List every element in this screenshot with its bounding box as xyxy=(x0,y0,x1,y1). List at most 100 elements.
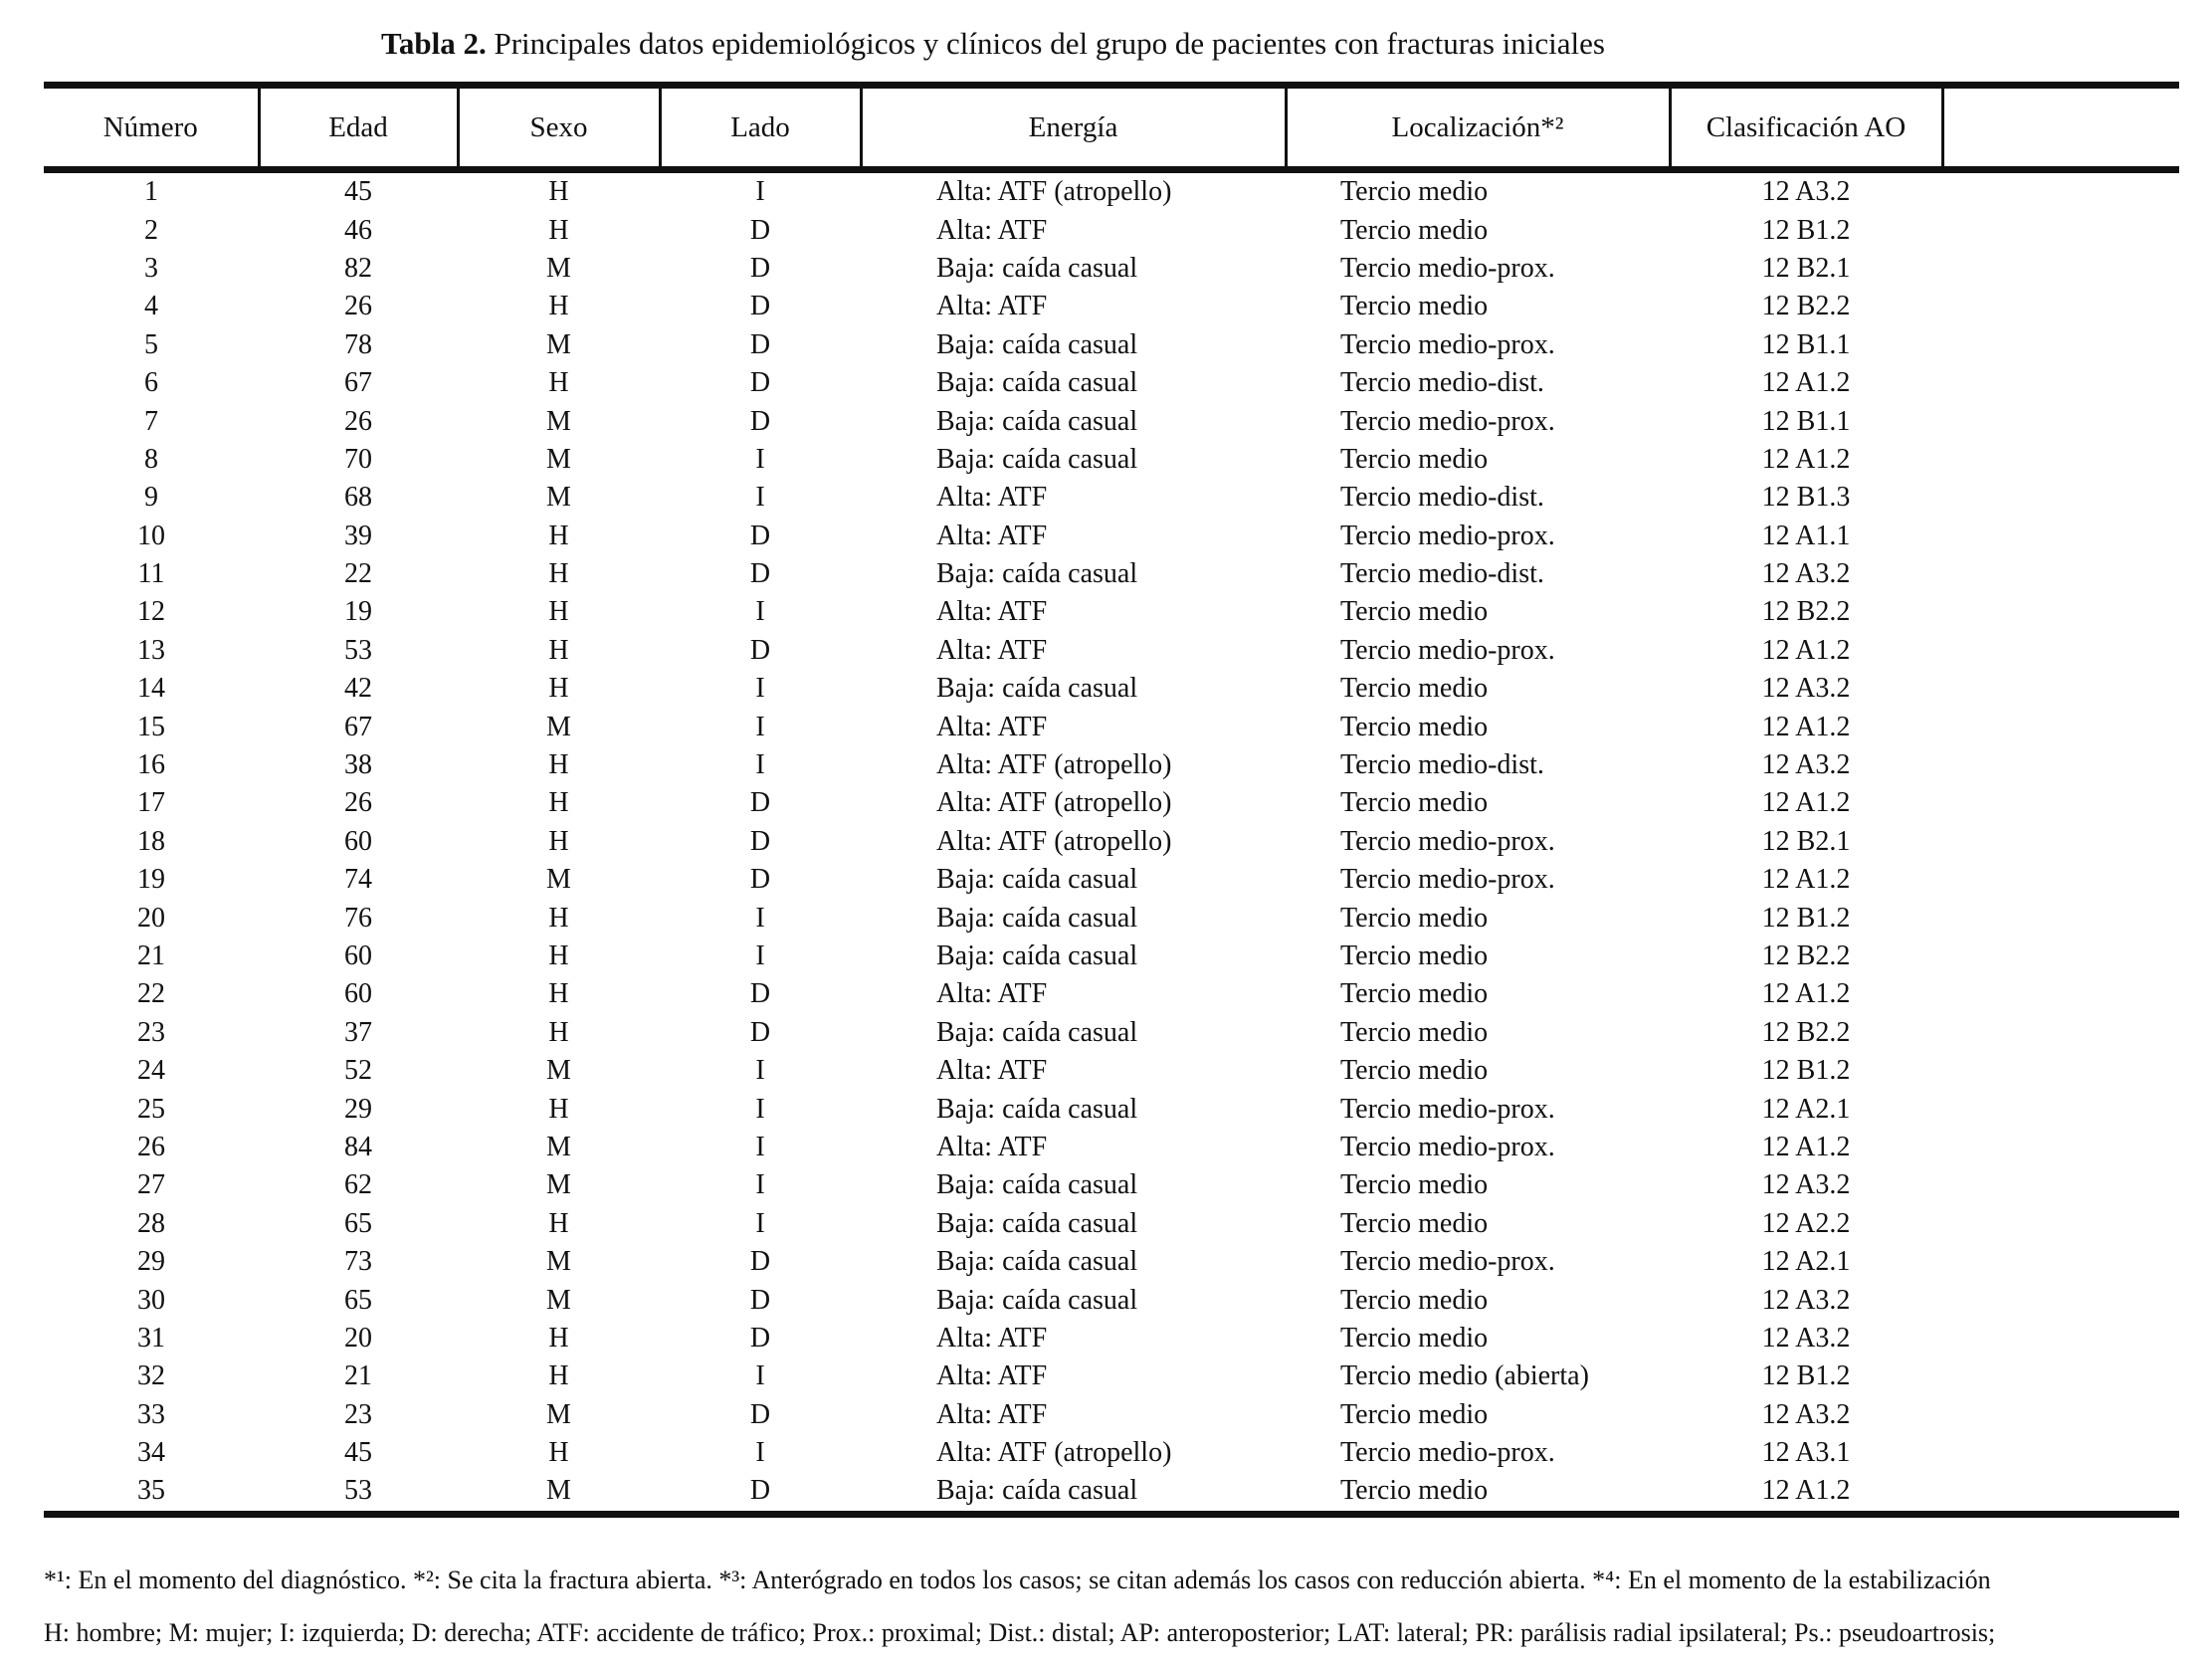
table-cell: 17 xyxy=(137,787,165,819)
table-cell: 84 xyxy=(344,1131,372,1162)
table-cell: D xyxy=(749,405,771,437)
table-cell xyxy=(1942,1205,2179,1243)
table-cell: 12 A3.2 xyxy=(1761,558,1851,590)
table-row: 24 52 M I Alta: ATF Tercio medio 12 B1.2 xyxy=(44,1052,2179,1090)
table-cell: 12 A1.2 xyxy=(1761,864,1851,896)
table-cell: 26 xyxy=(344,787,372,819)
table-cell: 19 xyxy=(344,596,372,628)
column-header-sexo: Sexo xyxy=(458,85,662,173)
footnote-1: *¹: En el momento del diagnóstico. *²: S… xyxy=(44,1565,1991,1594)
table-cell xyxy=(1942,1243,2179,1281)
table-cell: D xyxy=(749,558,771,590)
table-cell: 65 xyxy=(344,1284,372,1316)
table-cell: H xyxy=(548,634,569,666)
table-cell: I xyxy=(755,940,765,971)
table-cell: 20 xyxy=(344,1322,372,1354)
table-cell: 12 A1.2 xyxy=(1761,711,1851,742)
table-cell: 12 xyxy=(137,596,165,628)
table-cell: 9 xyxy=(144,482,158,514)
table-cell: 27 xyxy=(137,1169,165,1201)
table-cell: Baja: caída casual xyxy=(936,1475,1138,1507)
table-header: Número Edad Sexo Lado Energía Localizaci… xyxy=(44,85,2179,173)
table-cell: I xyxy=(755,596,765,628)
table-cell: 12 A1.2 xyxy=(1761,367,1851,399)
table-cell xyxy=(1942,1434,2179,1472)
table-cell: Tercio medio (abierta) xyxy=(1340,1360,1589,1392)
table-cell: D xyxy=(749,978,771,1010)
table-cell: 16 xyxy=(137,749,165,781)
table-cell: Tercio medio xyxy=(1340,596,1489,628)
table-cell: Baja: caída casual xyxy=(936,328,1138,360)
table-cell: Alta: ATF xyxy=(936,482,1048,514)
table-cell: 6 xyxy=(144,367,158,399)
table-cell: Baja: caída casual xyxy=(936,252,1138,284)
table-cell: M xyxy=(546,252,571,284)
table-cell: Alta: ATF (atropello) xyxy=(936,749,1172,781)
table-cell: 12 B2.2 xyxy=(1761,940,1851,971)
table-cell: 37 xyxy=(344,1016,372,1048)
table-row: 35 53 M D Baja: caída casual Tercio medio 12 A… xyxy=(44,1472,2179,1514)
table-cell xyxy=(1942,211,2179,249)
table-cell: Baja: caída casual xyxy=(936,443,1138,475)
table-cell: Baja: caída casual xyxy=(936,1169,1138,1201)
table-cell: I xyxy=(755,711,765,742)
table-body: 1 45 H I Alta: ATF (atropello) Tercio medio 12… xyxy=(44,170,2179,1515)
table-cell: H xyxy=(548,1322,569,1354)
table-cell: H xyxy=(548,1207,569,1239)
table-cell: H xyxy=(548,940,569,971)
table-cell: H xyxy=(548,825,569,857)
table-cell: H xyxy=(548,291,569,322)
table-cell: 12 A3.2 xyxy=(1761,749,1851,781)
table-cell: 19 xyxy=(137,864,165,896)
table-cell: Tercio medio xyxy=(1340,1169,1489,1201)
table-cell: Baja: caída casual xyxy=(936,405,1138,437)
table-cell: 52 xyxy=(344,1055,372,1087)
table-cell xyxy=(1942,899,2179,937)
table-cell: 45 xyxy=(344,1437,372,1469)
table-cell: 12 A2.1 xyxy=(1761,1246,1851,1278)
table-cell: Alta: ATF xyxy=(936,1360,1048,1392)
table-cell: D xyxy=(749,825,771,857)
table-cell: Alta: ATF (atropello) xyxy=(936,825,1172,857)
table-cell: 42 xyxy=(344,673,372,705)
table-cell: Tercio medio xyxy=(1340,673,1489,705)
table-cell: H xyxy=(548,596,569,628)
table-cell: 2 xyxy=(144,214,158,246)
table-cell: 33 xyxy=(137,1398,165,1430)
table-cell xyxy=(1942,1052,2179,1090)
table-cell: Alta: ATF xyxy=(936,711,1048,742)
table-cell: Alta: ATF xyxy=(936,214,1048,246)
table-cell: 12 B2.1 xyxy=(1761,252,1851,284)
table-cell: 12 A1.1 xyxy=(1761,520,1851,551)
table-cell: H xyxy=(548,1093,569,1125)
table-row: 7 26 M D Baja: caída casual Tercio medio-prox… xyxy=(44,402,2179,440)
table-cell: 67 xyxy=(344,367,372,399)
table-cell xyxy=(1942,1472,2179,1514)
table-cell: 29 xyxy=(344,1093,372,1125)
column-header-edad: Edad xyxy=(259,85,460,173)
table-cell: Alta: ATF (atropello) xyxy=(936,787,1172,819)
table-cell: 12 A1.2 xyxy=(1761,634,1851,666)
footnotes: *¹: En el momento del diagnóstico. *²: S… xyxy=(44,1554,2212,1659)
table-cell: Baja: caída casual xyxy=(936,1016,1138,1048)
table-cell: I xyxy=(755,902,765,934)
table-cell: M xyxy=(546,1169,571,1201)
table-cell: Tercio medio-dist. xyxy=(1340,558,1544,590)
table-cell: 12 A1.2 xyxy=(1761,978,1851,1010)
table-cell xyxy=(1942,555,2179,593)
table-cell: Alta: ATF (atropello) xyxy=(936,1437,1172,1469)
table-cell: I xyxy=(755,482,765,514)
table-cell: 53 xyxy=(344,634,372,666)
column-header-lado: Lado xyxy=(660,85,863,173)
table-cell: 13 xyxy=(137,634,165,666)
table-cell: I xyxy=(755,1055,765,1087)
table-cell: 12 B1.1 xyxy=(1761,405,1851,437)
table-cell: 31 xyxy=(137,1322,165,1354)
table-cell: 12 B1.2 xyxy=(1761,1055,1851,1087)
table-cell: 70 xyxy=(344,443,372,475)
table-cell xyxy=(1942,1090,2179,1128)
table-cell xyxy=(1942,1320,2179,1357)
table-cell: D xyxy=(749,1475,771,1507)
table-cell: Alta: ATF (atropello) xyxy=(936,176,1172,208)
